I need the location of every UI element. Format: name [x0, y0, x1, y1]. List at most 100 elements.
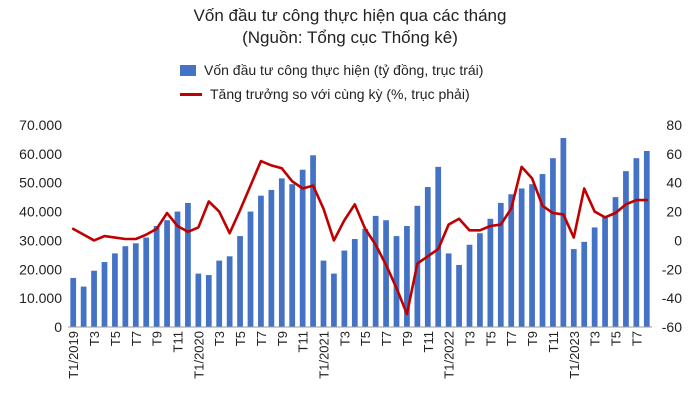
bar	[633, 158, 640, 327]
right-axis-tick-label: -40	[662, 290, 682, 306]
bar	[278, 178, 285, 327]
x-tick-label: T5	[358, 331, 373, 346]
x-tick-label: T5	[609, 331, 624, 346]
x-tick-label: T11	[421, 331, 436, 352]
bar	[539, 174, 546, 327]
chart-title: Vốn đầu tư công thực hiện qua các tháng	[193, 6, 507, 25]
bar	[122, 246, 129, 327]
legend-swatch-bar	[180, 64, 196, 76]
bar	[153, 226, 160, 327]
bar	[268, 189, 275, 327]
bar	[70, 277, 77, 327]
left-axis-tick-label: 30.000	[19, 232, 62, 248]
bar	[216, 260, 223, 327]
x-tick-label: T1/2021	[317, 331, 332, 379]
bar	[310, 155, 316, 327]
x-tick-label: T1/2023	[567, 331, 582, 379]
x-tick-label: T3	[87, 331, 102, 346]
right-axis-tick-label: 20	[666, 204, 682, 220]
x-tick-label: T7	[629, 331, 644, 346]
bar	[560, 137, 567, 327]
x-tick-label: T3	[588, 331, 603, 346]
x-tick-label: T11	[546, 331, 561, 352]
bar	[195, 273, 202, 327]
left-axis-tick-label: 40.000	[19, 204, 62, 220]
bar	[497, 202, 504, 327]
bar	[518, 188, 525, 327]
x-tick-label: T9	[525, 331, 540, 346]
x-tick-label: T5	[108, 331, 123, 346]
bar	[320, 260, 327, 327]
legend-label-bars: Vốn đầu tư công thực hiện (tỷ đồng, trục…	[204, 62, 484, 78]
bar	[581, 241, 588, 327]
x-tick-label: T9	[275, 331, 290, 346]
bar	[185, 202, 191, 327]
legend-item-bars: Vốn đầu tư công thực hiện (tỷ đồng, trục…	[180, 62, 483, 78]
bar	[445, 253, 452, 327]
x-tick-label: T1/2019	[66, 331, 81, 379]
bar	[456, 264, 462, 327]
bar	[529, 184, 535, 327]
right-axis-tick-label: 60	[666, 146, 682, 162]
right-axis-tick-label: -60	[662, 319, 682, 335]
x-tick-label: T5	[483, 331, 498, 346]
bar	[299, 169, 306, 327]
x-tick-label: T9	[400, 331, 415, 346]
left-axis-tick-label: 10.000	[19, 290, 62, 306]
left-axis-tick-label: 20.000	[19, 261, 62, 277]
bar	[362, 228, 369, 327]
bar	[623, 171, 629, 327]
bar	[477, 233, 483, 327]
left-axis-tick-label: 0	[54, 319, 62, 335]
bar	[550, 158, 556, 327]
bar	[466, 244, 473, 327]
bar	[508, 194, 515, 327]
bar	[393, 236, 400, 327]
right-axis-tick-label: 40	[666, 175, 682, 191]
x-tick-label: T3	[212, 331, 227, 346]
x-tick-label: T7	[129, 331, 144, 346]
bar	[612, 197, 619, 327]
x-tick-label: T3	[337, 331, 352, 346]
bar	[112, 253, 118, 327]
bar	[226, 256, 233, 327]
left-axis-tick-label: 70.000	[19, 117, 62, 133]
bar	[351, 238, 358, 327]
bar	[331, 273, 337, 327]
bar	[372, 215, 379, 327]
x-tick-label: T7	[504, 331, 519, 346]
right-axis-tick-label: 80	[666, 117, 682, 133]
bar	[258, 195, 264, 327]
left-axis-tick-label: 50.000	[19, 175, 62, 191]
bar	[101, 262, 108, 327]
bar	[341, 250, 348, 327]
x-tick-label: T9	[150, 331, 165, 346]
chart-subtitle: (Nguồn: Tổng cục Thống kê)	[242, 28, 458, 47]
x-tick-label: T1/2022	[442, 331, 457, 379]
legend-item-line: Tăng trưởng so với cùng kỳ (%, trục phải…	[180, 86, 470, 102]
x-tick-label: T5	[233, 331, 248, 346]
bar	[487, 218, 494, 327]
growth-line	[71, 159, 649, 316]
right-axis-tick-label: 0	[674, 232, 682, 248]
x-tick-label: T7	[379, 331, 394, 346]
bar	[591, 227, 598, 327]
bar	[164, 220, 170, 327]
x-tick-label: T3	[463, 331, 478, 346]
bar	[205, 275, 212, 327]
bar	[247, 211, 254, 327]
bar	[132, 243, 139, 327]
bar	[383, 220, 389, 327]
legend-label-line: Tăng trưởng so với cùng kỳ (%, trục phải…	[210, 86, 470, 102]
x-tick-label: T11	[296, 331, 311, 352]
bar	[143, 237, 150, 327]
right-axis-tick-label: -20	[662, 261, 682, 277]
legend-swatch-line	[180, 92, 202, 96]
bar	[289, 184, 296, 327]
bar	[237, 236, 243, 327]
left-axis-tick-label: 60.000	[19, 146, 62, 162]
bar	[174, 211, 181, 327]
x-tick-label: T7	[254, 331, 269, 346]
bar	[570, 249, 577, 327]
